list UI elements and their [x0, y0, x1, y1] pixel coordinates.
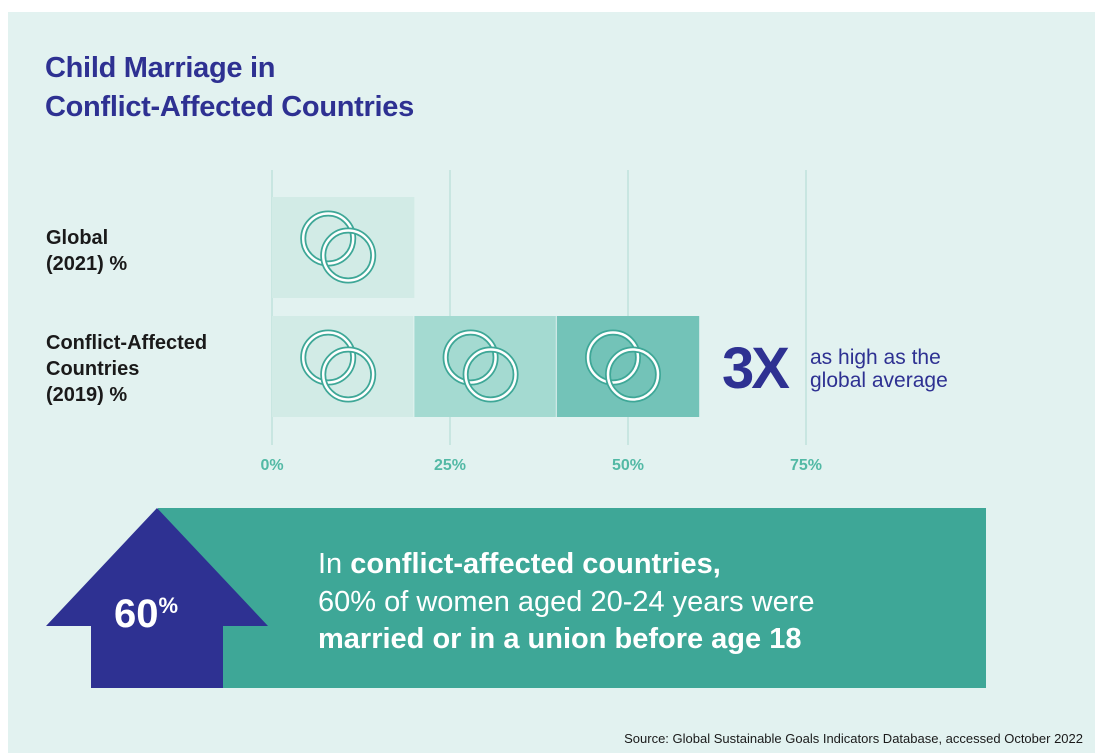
banner-line-1-plain: In — [318, 548, 351, 580]
row-label-conflict-line-1: Conflict-Affected — [46, 332, 208, 354]
banner-line-3: married or in a union before age 18 — [318, 621, 801, 657]
source-note: Source: Global Sustainable Goals Indicat… — [624, 731, 1083, 746]
arrow-value-number: 60 — [114, 592, 159, 636]
banner-line-2: 60% of women aged 20-24 years were — [318, 586, 815, 618]
highlight-banner — [158, 508, 986, 688]
chart-title-line-1: Child Marriage in — [45, 52, 276, 84]
multiplier-note: as high as the global average — [810, 346, 948, 392]
interlocked-rings-icon — [300, 329, 377, 403]
up-arrow-icon — [46, 508, 268, 688]
row-label-conflict: Conflict-Affected Countries (2019) % — [46, 330, 207, 408]
banner-line-1-bold: conflict-affected countries, — [350, 548, 721, 580]
row-label-global-line-2: (2021) % — [46, 253, 128, 275]
row-label-conflict-line-3: (2019) % — [46, 384, 128, 406]
interlocked-rings-icon — [442, 329, 519, 403]
interlocked-rings-icon — [300, 210, 377, 284]
row-label-global-line-1: Global — [46, 227, 109, 249]
row-label-global: Global (2021) % — [46, 225, 127, 277]
bar — [272, 316, 700, 417]
interlocked-rings-icon — [585, 329, 661, 403]
x-tick-label: 50% — [612, 457, 644, 474]
row-label-conflict-line-2: Countries — [46, 358, 140, 380]
multiplier-note-line-2: global average — [810, 369, 948, 392]
x-tick-label: 75% — [790, 457, 822, 474]
bar — [272, 197, 415, 298]
banner-line-3-bold: married or in a union before age 18 — [318, 623, 802, 655]
chart-title-line-2: Conflict-Affected Countries — [45, 91, 414, 123]
arrow-value-unit: % — [158, 593, 179, 618]
multiplier-note-line-1: as high as the — [810, 346, 941, 369]
multiplier-value: 3X — [722, 336, 790, 401]
banner-line-1: In conflict-affected countries, — [318, 546, 721, 582]
x-tick-label: 0% — [260, 457, 283, 474]
arrow-value: 60% — [114, 592, 178, 637]
x-tick-label: 25% — [434, 457, 466, 474]
